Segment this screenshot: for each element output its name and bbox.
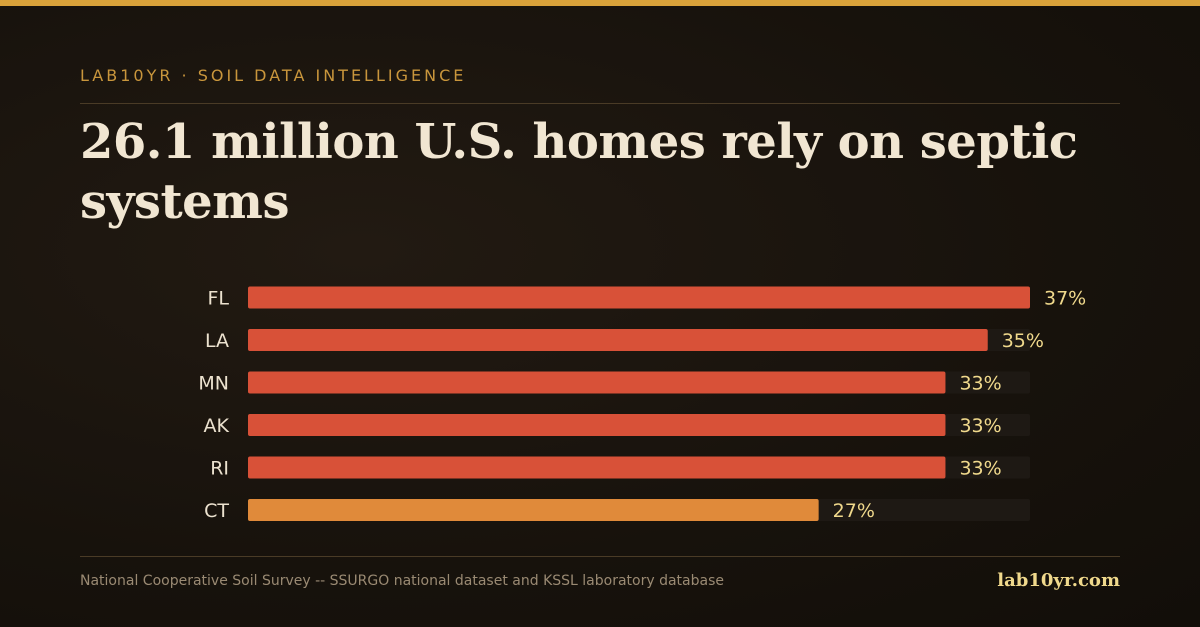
category-label-fl: FL [207, 288, 229, 310]
category-label-ak: AK [204, 415, 230, 437]
footer-divider [80, 556, 1120, 557]
bar-ak [248, 414, 946, 436]
bar-mn [248, 371, 946, 394]
eyebrow-label: LAB10YR · SOIL DATA INTELLIGENCE [80, 66, 467, 85]
value-label-fl: 37% [1044, 288, 1086, 310]
page-title: 26.1 million U.S. homes rely on septic s… [80, 114, 1078, 230]
bar-ct [248, 499, 819, 521]
value-label-ak: 33% [959, 415, 1001, 437]
category-label-la: LA [205, 330, 229, 352]
bar-fl [248, 286, 1030, 309]
category-label-mn: MN [198, 373, 229, 395]
value-label-ct: 27% [833, 500, 875, 522]
value-label-la: 35% [1002, 330, 1044, 352]
bar-chart: FL 37% LA 35% MN 33% AK 33% RI 33% CT 27% [198, 286, 1086, 522]
value-label-mn: 33% [959, 373, 1001, 395]
brand-link[interactable]: lab10yr.com [997, 570, 1120, 591]
bar-la [248, 329, 988, 351]
top-accent-rule [0, 0, 1200, 6]
source-note: National Cooperative Soil Survey -- SSUR… [80, 573, 724, 589]
category-label-ct: CT [204, 500, 229, 522]
bar-ri [248, 456, 946, 479]
header-divider [80, 103, 1120, 104]
category-label-ri: RI [210, 458, 229, 480]
value-label-ri: 33% [959, 458, 1001, 480]
